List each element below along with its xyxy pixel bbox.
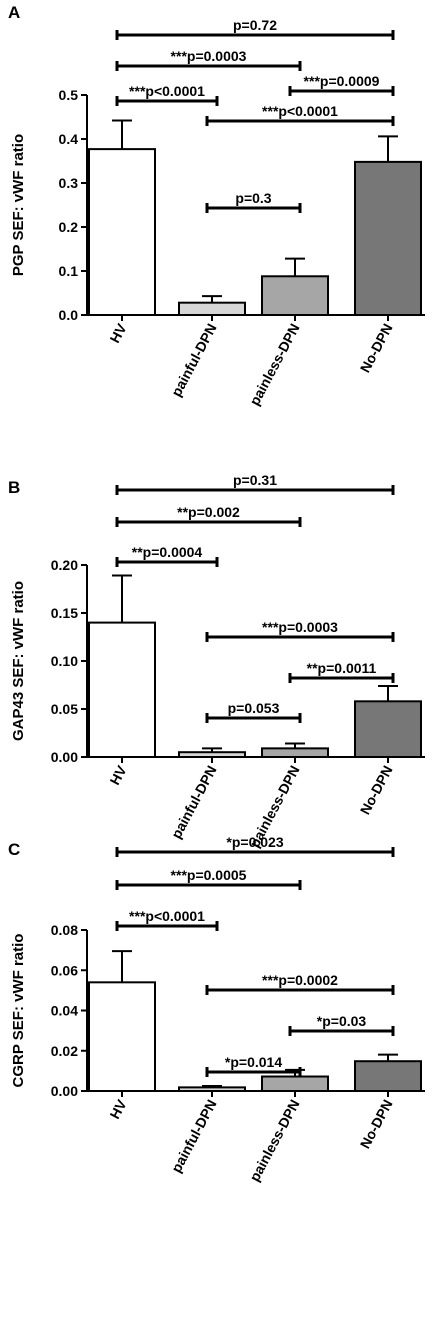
panel-label: B	[8, 478, 20, 497]
y-tick-label: 0.0	[59, 307, 79, 323]
comparison-p-value: **p=0.0004	[132, 544, 203, 560]
bar-painless-dpn	[261, 747, 329, 758]
x-tick-label: painful-DPN	[168, 321, 220, 399]
comparison-p-value: ***p<0.0001	[129, 83, 205, 99]
bar-painful-dpn	[178, 751, 246, 759]
bar-no-dpn	[354, 160, 422, 316]
chart-panel-b: B GAP43 SEF: vWF ratio 0.00 0.05 0.10 0.15 0.2…	[8, 472, 425, 850]
x-tick-label: painful-DPN	[168, 763, 220, 841]
y-tick-label: 0.04	[51, 1003, 78, 1019]
chart-panel-c: C CGRP SEF: vWF ratio 0.00 0.02 0.04 0.06 0.08…	[8, 834, 425, 1184]
comparison-p-value: ***p=0.0005	[171, 867, 247, 883]
comparison-p-value: ***p=0.0002	[262, 972, 338, 988]
comparison-p-value: p=0.3	[235, 190, 271, 206]
x-tick-label: painless-DPN	[246, 1097, 302, 1184]
panel-label: C	[8, 840, 20, 859]
bar-painless-dpn	[261, 1075, 329, 1093]
comparison-p-value: ***p<0.0001	[262, 103, 338, 119]
x-tick-label: HV	[106, 320, 130, 345]
y-axis-label: PGP SEF: vWF ratio	[10, 134, 27, 276]
y-tick-label: 0.1	[59, 263, 79, 279]
comparison-p-value: ***p=0.0003	[171, 48, 247, 64]
comparison-p-value: *p=0.03	[317, 1013, 367, 1029]
bar-no-dpn	[354, 700, 422, 759]
x-tick-label: HV	[106, 762, 130, 787]
chart-panel-a: A PGP SEF: vWF ratio 0.0 0.1 0.2 0.3 0.4 0.5 HV p…	[8, 3, 425, 408]
comparison-p-value: ***p=0.0003	[262, 619, 338, 635]
y-tick-label: 0.06	[51, 962, 78, 978]
x-tick-label: painful-DPN	[168, 1097, 220, 1175]
y-tick-label: 0.08	[51, 922, 78, 938]
x-tick-label: No-DPN	[357, 1097, 396, 1151]
x-tick-label: painless-DPN	[246, 321, 302, 408]
y-tick-label: 0.20	[51, 557, 78, 573]
comparison-p-value: p=0.053	[228, 700, 280, 716]
comparison-p-value: **p=0.002	[177, 504, 240, 520]
comparison-p-value: ***p=0.0009	[304, 73, 380, 89]
x-tick-label: No-DPN	[357, 321, 396, 375]
y-tick-label: 0.10	[51, 653, 78, 669]
y-axis-label: GAP43 SEF: vWF ratio	[10, 581, 27, 741]
bar-no-dpn	[354, 1060, 422, 1092]
y-tick-label: 0.05	[51, 701, 78, 717]
comparison-p-value: *p=0.014	[225, 1054, 282, 1070]
bar-painful-dpn	[178, 301, 246, 316]
y-tick-label: 0.4	[59, 131, 79, 147]
panel-label: A	[8, 3, 20, 22]
bar-hv	[88, 981, 156, 1093]
bar-painless-dpn	[261, 275, 329, 316]
y-axis-label: CGRP SEF: vWF ratio	[10, 934, 27, 1088]
bar-hv	[88, 621, 156, 758]
y-tick-label: 0.00	[51, 1083, 78, 1099]
comparison-p-value: ***p<0.0001	[129, 908, 205, 924]
y-tick-label: 0.5	[59, 87, 79, 103]
x-tick-label: No-DPN	[357, 763, 396, 817]
y-tick-label: 0.15	[51, 605, 78, 621]
y-tick-label: 0.3	[59, 175, 79, 191]
y-tick-label: 0.00	[51, 749, 78, 765]
bar-hv	[88, 148, 156, 316]
comparison-p-value: *p=0.023	[226, 834, 283, 850]
comparison-p-value: p=0.72	[233, 17, 277, 33]
bar-painful-dpn	[178, 1086, 246, 1092]
y-tick-label: 0.2	[59, 219, 79, 235]
comparison-p-value: **p=0.0011	[307, 660, 377, 676]
comparison-p-value: p=0.31	[233, 472, 277, 488]
y-tick-label: 0.02	[51, 1043, 78, 1059]
x-tick-label: HV	[106, 1096, 130, 1121]
